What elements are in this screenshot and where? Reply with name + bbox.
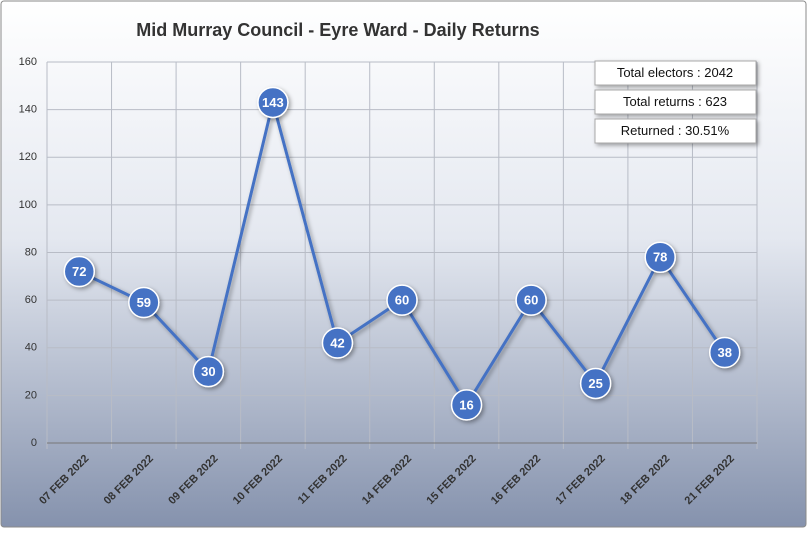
y-tick-label: 120 — [19, 151, 37, 163]
marker — [515, 284, 547, 316]
data-label: 30 — [201, 364, 215, 379]
stat-box — [594, 118, 757, 144]
y-tick-label: 60 — [25, 294, 37, 306]
data-label: 16 — [459, 397, 473, 412]
y-tick-label: 0 — [31, 437, 37, 449]
data-label: 59 — [137, 295, 151, 310]
data-label: 78 — [653, 250, 667, 265]
marker — [321, 327, 354, 359]
marker — [708, 336, 741, 369]
marker — [192, 355, 225, 388]
data-label: 143 — [262, 95, 284, 110]
data-label: 60 — [395, 293, 409, 308]
y-tick-label: 100 — [19, 199, 37, 211]
y-tick-label: 40 — [25, 342, 37, 354]
data-label: 60 — [524, 293, 538, 308]
y-tick-label: 140 — [19, 104, 37, 116]
marker — [386, 284, 418, 316]
marker — [63, 255, 96, 288]
data-label: 42 — [330, 335, 344, 350]
marker — [644, 241, 676, 274]
y-tick-label: 160 — [19, 56, 37, 68]
marker — [579, 367, 612, 400]
marker — [128, 286, 160, 319]
stat-text: Total returns : 623 — [623, 94, 727, 109]
chart-title: Mid Murray Council - Eyre Ward - Daily R… — [136, 20, 539, 40]
y-tick-label: 80 — [25, 246, 37, 258]
data-label: 38 — [717, 345, 731, 360]
stat-box — [594, 60, 757, 86]
y-tick-label: 20 — [25, 389, 37, 401]
data-label: 25 — [588, 376, 602, 391]
stat-text: Returned : 30.51% — [621, 123, 730, 138]
marker — [450, 389, 483, 421]
data-label: 72 — [72, 264, 86, 279]
stat-text: Total electors : 2042 — [617, 65, 733, 80]
marker — [257, 86, 289, 119]
stat-box — [594, 89, 757, 115]
